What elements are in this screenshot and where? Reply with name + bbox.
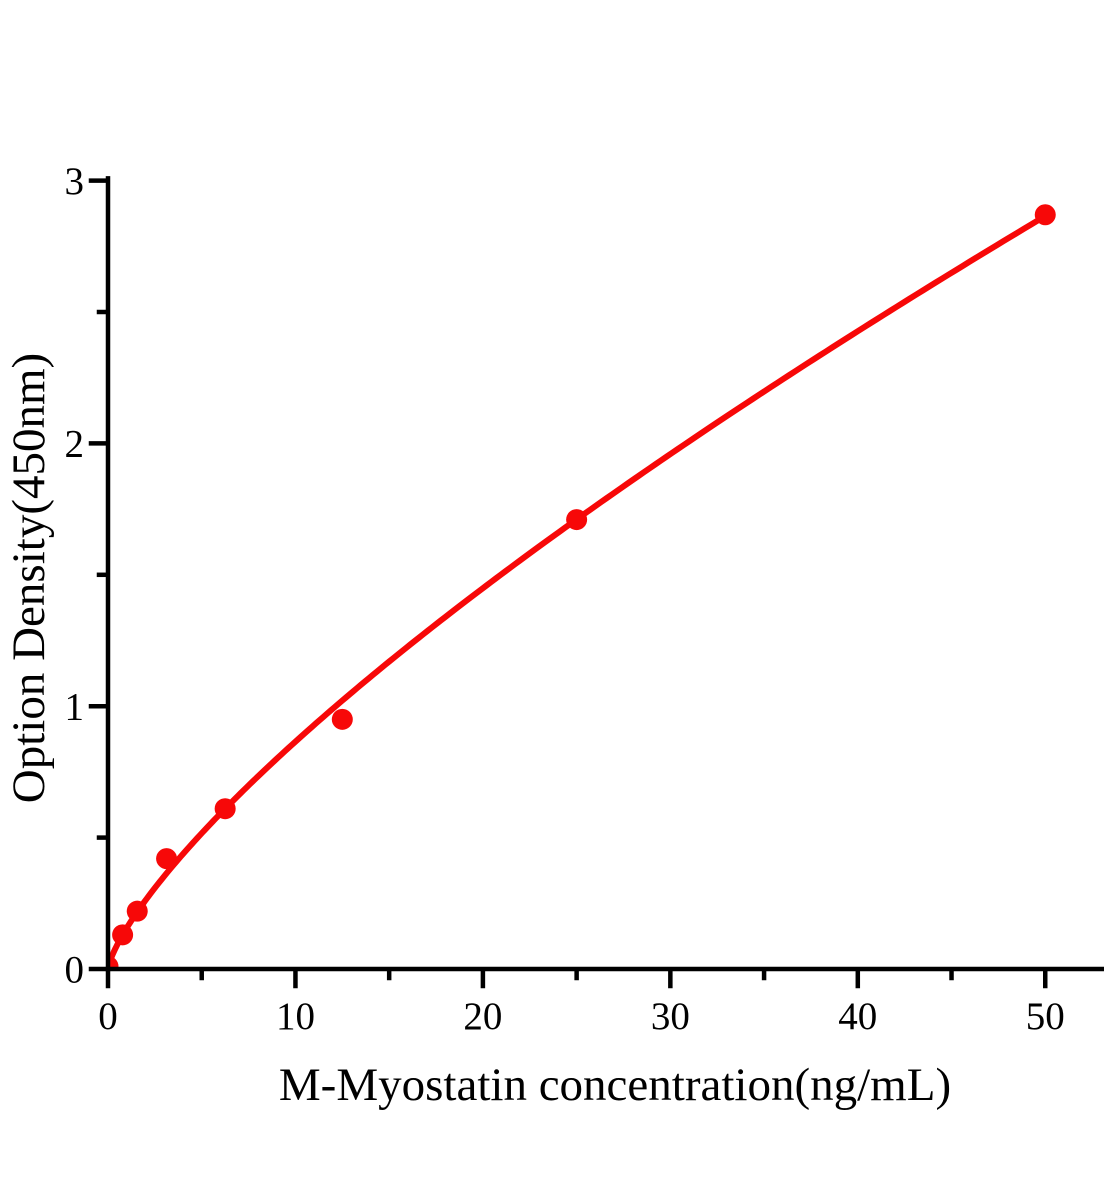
x-axis-tick-label: 20 xyxy=(463,995,502,1038)
fit-curve-layer xyxy=(106,213,1047,971)
tick-labels-layer: 0 10 20 30 40 50 0 1 2 3 xyxy=(65,160,1065,1038)
data-point xyxy=(112,924,134,946)
data-point xyxy=(126,900,148,922)
y-axis-title: Option Density(450nm) xyxy=(3,353,55,803)
x-axis-tick-label: 0 xyxy=(98,995,118,1038)
x-axis-tick-label: 30 xyxy=(651,995,690,1038)
x-axis-tick-label: 50 xyxy=(1026,995,1065,1038)
y-axis-tick-label: 3 xyxy=(65,160,85,203)
x-axis-tick-label: 40 xyxy=(838,995,877,1038)
data-point xyxy=(156,848,178,870)
data-points-layer xyxy=(106,204,1056,971)
y-axis-tick-label: 2 xyxy=(65,423,85,466)
data-point xyxy=(1034,204,1056,226)
fit-curve-line xyxy=(106,213,1047,971)
axes-layer xyxy=(88,176,1104,989)
data-point xyxy=(566,509,588,531)
y-axis-tick-label: 0 xyxy=(65,948,85,991)
x-axis-tick-label: 10 xyxy=(276,995,315,1038)
data-point xyxy=(331,708,353,730)
y-axis-tick-label: 1 xyxy=(65,685,85,728)
x-axis-title: M-Myostatin concentration(ng/mL) xyxy=(279,1059,951,1111)
data-point xyxy=(214,798,236,820)
